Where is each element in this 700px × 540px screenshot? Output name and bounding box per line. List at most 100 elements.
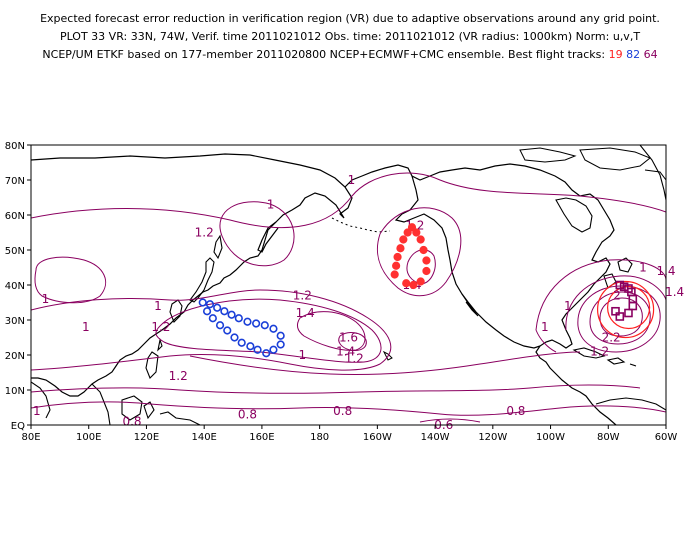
contour-label: 0.8	[506, 404, 525, 418]
contour-label: 1.2	[590, 345, 609, 359]
arctic-islands	[519, 147, 666, 181]
track-point-blue	[230, 333, 239, 342]
lon-tick-label: 80W	[597, 432, 620, 443]
contour-label: 1	[298, 348, 306, 362]
vr-circle-inner	[606, 285, 651, 330]
track-point-red	[416, 277, 425, 286]
lat-tick-label: 60N	[5, 211, 25, 222]
contour-label: 0.8	[238, 408, 257, 422]
latitude-axis: EQ 10N 20N 30N 40N 50N 60N 70N 80N	[5, 141, 31, 432]
contour-label: 1	[154, 299, 162, 313]
lat-tick-label: 30N	[5, 316, 25, 327]
contour-1-4-central	[296, 311, 366, 351]
contour-labels: 11.211.21.4111.21.411.21.61.41.2111.210.…	[33, 173, 684, 432]
track-point-blue	[208, 314, 217, 323]
track-point-blue	[260, 321, 269, 330]
lon-tick-label: 140W	[421, 432, 450, 443]
lat-tick-label: 20N	[5, 351, 25, 362]
lon-tick-label: 60W	[655, 432, 678, 443]
track-point-red	[392, 261, 401, 270]
track-point-blue	[252, 319, 261, 328]
vr-circle-outer	[596, 280, 655, 339]
track-point-blue	[269, 324, 278, 333]
hudson-bay	[555, 197, 593, 233]
contour-label: 0.8	[122, 415, 141, 429]
lat-tick-label: 10N	[5, 386, 25, 397]
track-point-red	[399, 235, 408, 244]
contour-1-gulf	[535, 329, 557, 353]
track-point-purple	[624, 308, 633, 318]
track-point-blue	[276, 340, 285, 349]
track-point-red	[390, 270, 399, 279]
contour-label: 1	[348, 173, 356, 187]
lon-tick-label: 100E	[76, 432, 101, 443]
contour-1-north	[31, 172, 666, 229]
contour-label: 1	[564, 299, 572, 313]
contour-label: 1	[267, 198, 275, 212]
track-point-blue	[276, 331, 285, 340]
contour-label: 0.8	[333, 404, 352, 418]
contour-1-4-atlantic	[577, 285, 661, 353]
contour-label: 1	[42, 292, 50, 306]
track-point-blue	[205, 300, 215, 309]
contour-1-2-gulf-alaska	[376, 207, 462, 297]
flight-track-red	[390, 223, 431, 290]
track-point-red	[422, 256, 431, 265]
track-point-blue	[269, 345, 278, 354]
contour-label: 2	[613, 289, 621, 303]
contour-1-6-central	[338, 332, 367, 351]
contour-1-2-kamchatka	[219, 201, 295, 267]
track-point-red	[416, 235, 425, 244]
contour-1-central	[31, 289, 392, 371]
lon-tick-label: 160E	[249, 432, 274, 443]
track-point-blue	[227, 310, 236, 319]
contour-lines	[31, 172, 666, 423]
track-point-red	[419, 245, 428, 255]
track-point-red	[409, 280, 418, 290]
lat-tick-label: EQ	[11, 421, 25, 432]
india-coast	[31, 381, 51, 419]
title-line-2: PLOT 33 VR: 33N, 74W, Verif. time 201102…	[59, 30, 641, 43]
contour-label: 1.2	[169, 369, 188, 383]
sakhalin-coast	[213, 234, 223, 260]
contour-label: 1.2	[195, 226, 214, 240]
track-point-red	[403, 228, 412, 237]
lon-tick-label: 140E	[191, 432, 216, 443]
contour-1-2-central	[155, 298, 382, 363]
track-point-blue	[243, 317, 252, 326]
track-point-blue	[262, 349, 271, 358]
contour-label: 1	[82, 320, 90, 334]
track-point-red	[422, 266, 431, 276]
track-point-blue	[237, 338, 246, 347]
lon-tick-label: 80E	[21, 432, 40, 443]
lon-tick-label: 120E	[134, 432, 159, 443]
lon-tick-label: 120W	[478, 432, 507, 443]
track-point-purple	[628, 301, 638, 311]
track-point-blue	[213, 303, 222, 312]
track-point-blue	[215, 321, 225, 330]
title-line-1: Expected forecast error reduction in ver…	[40, 12, 660, 25]
track-point-red	[402, 279, 411, 288]
greenland-coast	[639, 145, 666, 201]
track-point-purple	[615, 312, 625, 321]
contour-1-2-atlantic	[565, 275, 666, 331]
map-background	[31, 145, 666, 425]
track-point-red	[393, 252, 402, 262]
caribbean-coast	[572, 347, 637, 367]
track-count-red: 19	[608, 48, 623, 61]
asia-coast	[31, 153, 353, 397]
contour-1-west-pacific	[34, 256, 106, 304]
lat-tick-label: 80N	[5, 141, 25, 152]
lat-tick-label: 50N	[5, 246, 25, 257]
contour-label: 1	[639, 261, 647, 275]
track-point-purple	[615, 280, 625, 290]
flight-track-purple	[611, 280, 638, 321]
track-point-red	[396, 244, 405, 253]
track-point-blue	[253, 345, 262, 354]
south-america-coast	[595, 397, 666, 411]
contour-1-2-south	[189, 351, 581, 376]
contour-label: 1.2	[151, 320, 170, 334]
lon-tick-label: 100W	[536, 432, 565, 443]
track-point-blue	[198, 298, 207, 307]
